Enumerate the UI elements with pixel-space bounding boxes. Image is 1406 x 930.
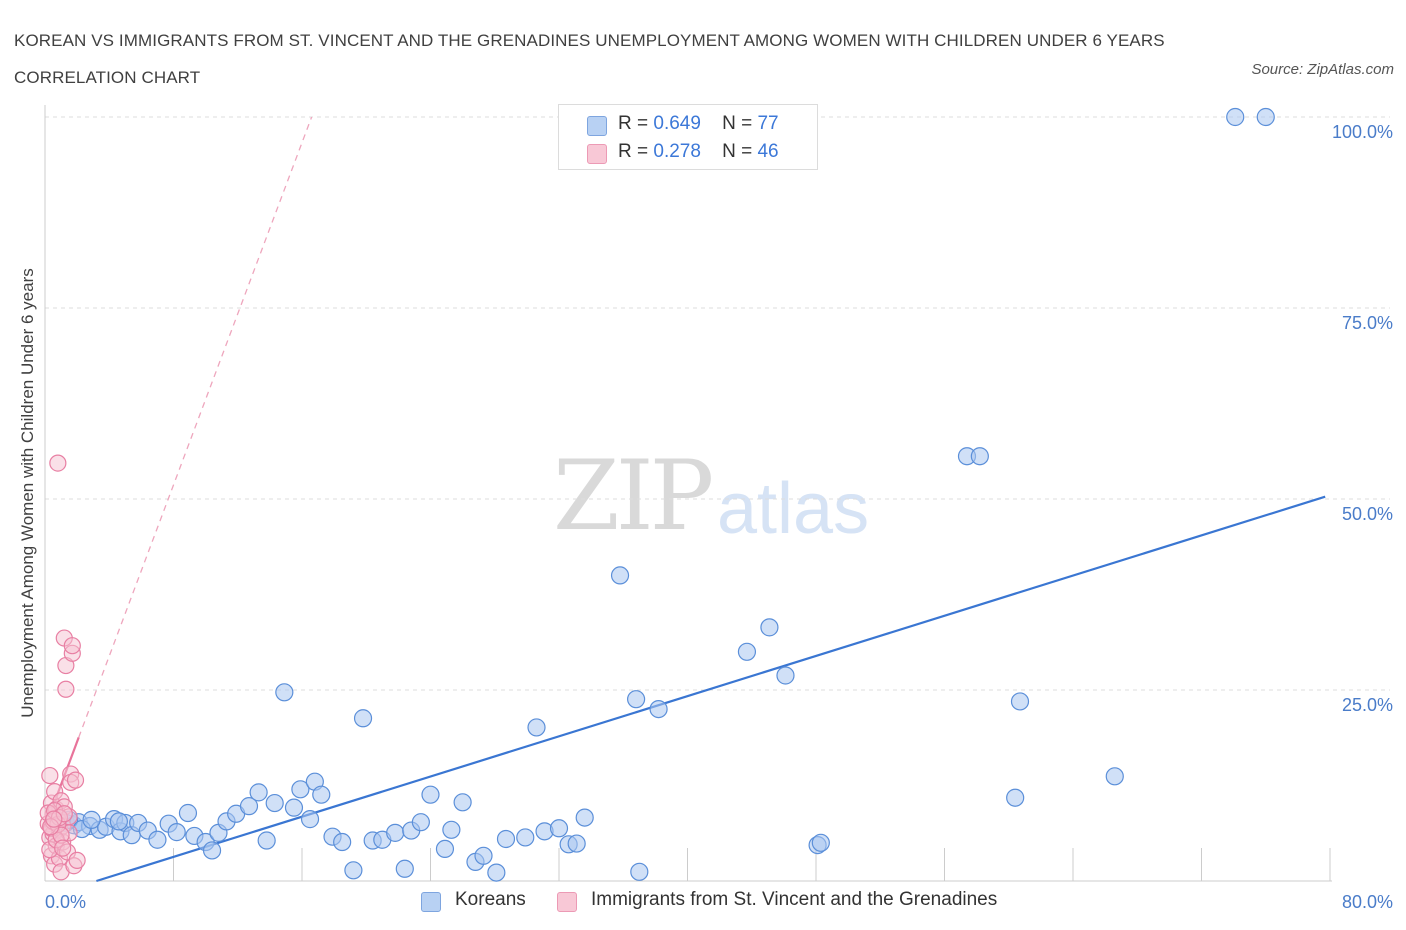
koreans-point bbox=[630, 862, 649, 881]
koreans-swatch bbox=[421, 892, 441, 912]
koreans-point bbox=[395, 859, 414, 878]
koreans-point bbox=[610, 566, 630, 585]
svg-point bbox=[66, 771, 85, 789]
koreans-point bbox=[496, 829, 516, 849]
n-label: N = bbox=[722, 113, 753, 134]
koreans-point bbox=[760, 618, 779, 637]
koreans-point bbox=[275, 683, 294, 702]
grid-lines bbox=[45, 116, 1390, 691]
n-value: 77 bbox=[757, 113, 779, 134]
svg-point bbox=[68, 851, 86, 869]
koreans-point bbox=[291, 780, 310, 799]
koreans-point bbox=[1010, 692, 1030, 711]
koreans-point bbox=[300, 810, 320, 829]
koreans-point bbox=[284, 798, 304, 817]
chart-title: KOREAN VS IMMIGRANTS FROM ST. VINCENT AN… bbox=[14, 31, 1165, 87]
koreans-point bbox=[109, 812, 128, 831]
y-tick-label: 50.0% bbox=[1342, 504, 1393, 524]
axes bbox=[44, 105, 1332, 882]
r-value: 0.278 bbox=[653, 141, 701, 162]
koreans-point bbox=[527, 718, 546, 737]
koreans-point bbox=[516, 828, 535, 847]
n-value: 46 bbox=[757, 141, 779, 162]
koreans-point bbox=[970, 447, 989, 466]
koreans-point bbox=[167, 823, 186, 842]
koreans-point bbox=[737, 642, 757, 661]
koreans-point bbox=[333, 832, 352, 852]
legend-label: Immigrants from St. Vincent and the Gren… bbox=[591, 889, 998, 910]
watermark-atlas: atlas bbox=[717, 469, 870, 549]
koreans-point bbox=[411, 813, 430, 832]
koreans-point bbox=[353, 709, 373, 728]
koreans-point bbox=[575, 808, 594, 827]
koreans-point bbox=[421, 785, 440, 804]
koreans-points bbox=[56, 107, 1275, 882]
r-label: R = bbox=[618, 141, 649, 162]
koreans-point bbox=[474, 846, 493, 865]
svg-point bbox=[54, 839, 72, 857]
svg-points bbox=[39, 454, 86, 881]
svg-trend-extension bbox=[78, 116, 313, 738]
koreans-point bbox=[549, 819, 569, 838]
y-tick-label: 100.0% bbox=[1332, 122, 1393, 142]
koreans-point bbox=[1006, 788, 1025, 807]
svg-point bbox=[41, 766, 59, 785]
koreans-point bbox=[811, 833, 830, 852]
koreans-point bbox=[487, 863, 506, 882]
axis-labels: 25.0% 50.0% 75.0% 100.0% 0.0% 80.0% bbox=[45, 122, 1393, 912]
koreans-point bbox=[312, 785, 331, 804]
koreans-point bbox=[257, 831, 276, 850]
r-value: 0.649 bbox=[653, 113, 701, 134]
koreans-point bbox=[1256, 107, 1275, 127]
koreans-point bbox=[239, 797, 259, 816]
koreans-point bbox=[249, 783, 268, 802]
koreans-swatch bbox=[587, 116, 607, 136]
koreans-point bbox=[1105, 767, 1124, 786]
x-tick-label: 0.0% bbox=[45, 892, 86, 912]
koreans-point bbox=[453, 793, 472, 812]
y-tick-label: 25.0% bbox=[1342, 695, 1393, 715]
correlation-legend: R = 0.649 N = 77 R = 0.278 N = 46 bbox=[558, 104, 818, 170]
koreans-point bbox=[442, 820, 461, 839]
koreans-point bbox=[386, 823, 405, 842]
svg-point bbox=[63, 637, 81, 655]
koreans-point bbox=[148, 830, 167, 849]
koreans-point bbox=[202, 841, 222, 860]
koreans-point bbox=[82, 810, 101, 829]
koreans-point bbox=[567, 834, 586, 853]
koreans-point bbox=[178, 803, 198, 823]
svg-point bbox=[45, 810, 63, 828]
y-axis-label: Unemployment Among Women with Children U… bbox=[18, 268, 37, 717]
koreans-point bbox=[344, 861, 363, 880]
koreans-point bbox=[649, 699, 668, 719]
svg-swatch bbox=[587, 144, 607, 164]
y-tick-label: 75.0% bbox=[1342, 313, 1393, 333]
koreans-point bbox=[626, 690, 646, 709]
legend-label: Koreans bbox=[455, 889, 526, 910]
koreans-point bbox=[1226, 107, 1245, 127]
source-label: Source: ZipAtlas.com bbox=[1251, 61, 1394, 78]
r-label: R = bbox=[618, 113, 649, 134]
svg-swatch bbox=[557, 892, 577, 912]
koreans-point bbox=[776, 666, 795, 685]
watermark-zip: ZIP bbox=[553, 440, 714, 552]
koreans-point bbox=[435, 839, 455, 859]
svg-point bbox=[57, 680, 75, 698]
n-label: N = bbox=[722, 141, 753, 162]
koreans-point bbox=[265, 793, 284, 813]
svg-point bbox=[49, 454, 67, 472]
x-tick-label: 80.0% bbox=[1342, 892, 1393, 912]
